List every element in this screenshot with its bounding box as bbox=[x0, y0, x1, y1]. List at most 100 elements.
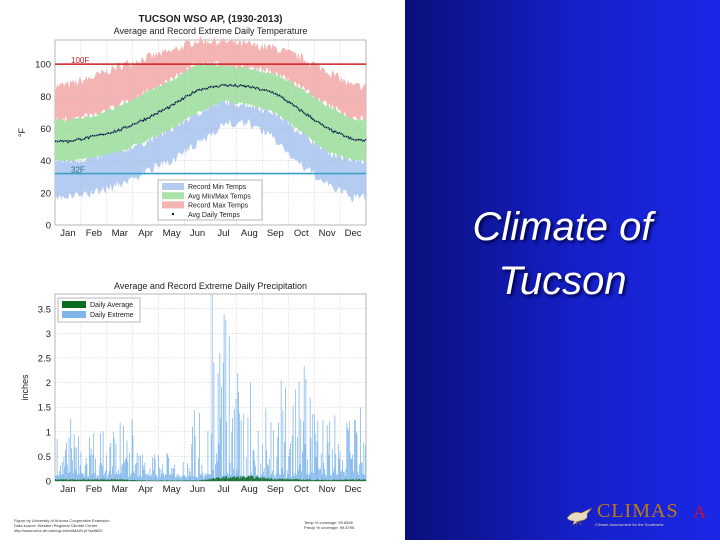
precip-average-bar bbox=[75, 479, 76, 481]
precip-legend-label: Daily Average bbox=[90, 302, 133, 309]
precip-average-bar bbox=[336, 480, 337, 481]
precip-average-bar bbox=[122, 479, 123, 481]
precip-xtick-label: Jan bbox=[60, 484, 75, 495]
precip-extreme-bar bbox=[342, 460, 343, 481]
precip-extreme-bar bbox=[131, 473, 132, 481]
precip-extreme-bar bbox=[164, 476, 165, 481]
precip-average-bar bbox=[67, 480, 68, 481]
precip-extreme-bar bbox=[133, 471, 134, 481]
precip-average-bar bbox=[331, 480, 332, 481]
precip-ytick-label: 2.5 bbox=[38, 353, 51, 364]
precip-average-bar bbox=[81, 480, 82, 481]
precip-extreme-bar bbox=[344, 471, 345, 481]
precip-average-bar bbox=[289, 479, 290, 481]
precip-extreme-bar bbox=[144, 462, 145, 481]
precip-average-bar bbox=[267, 478, 268, 481]
precip-average-bar bbox=[123, 479, 124, 481]
precip-extreme-bar bbox=[224, 314, 225, 481]
precip-average-bar bbox=[102, 480, 103, 481]
precip-ytick-label: 2 bbox=[46, 378, 51, 389]
precip-extreme-bar bbox=[133, 435, 134, 481]
precip-average-bar bbox=[104, 479, 105, 481]
precip-extreme-bar bbox=[75, 448, 76, 481]
precip-extreme-bar bbox=[341, 470, 342, 481]
precip-extreme-bar bbox=[250, 382, 251, 481]
precip-extreme-bar bbox=[142, 455, 143, 481]
precip-average-bar bbox=[220, 479, 221, 481]
precip-average-bar bbox=[160, 480, 161, 481]
precip-average-bar bbox=[208, 480, 209, 481]
precip-extreme-bar bbox=[95, 459, 96, 481]
precip-extreme-bar bbox=[155, 459, 156, 481]
precip-extreme-bar bbox=[86, 458, 87, 481]
precip-average-bar bbox=[242, 476, 243, 481]
precip-xtick-label: Sep bbox=[267, 484, 284, 495]
precip-extreme-bar bbox=[359, 465, 360, 481]
precip-average-bar bbox=[227, 478, 228, 481]
precip-average-bar bbox=[328, 480, 329, 481]
temp-legend-label: Record Min Temps bbox=[188, 184, 247, 191]
precip-average-bar bbox=[290, 479, 291, 481]
precip-average-bar bbox=[131, 480, 132, 481]
precip-average-bar bbox=[338, 480, 339, 481]
precip-extreme-bar bbox=[254, 450, 255, 481]
precip-average-bar bbox=[112, 479, 113, 481]
precip-extreme-bar bbox=[297, 437, 298, 481]
precip-extreme-bar bbox=[103, 431, 104, 481]
precip-average-bar bbox=[248, 476, 249, 481]
precip-extreme-bar bbox=[116, 444, 117, 481]
precip-average-bar bbox=[73, 480, 74, 481]
precip-average-bar bbox=[264, 477, 265, 481]
precip-average-bar bbox=[64, 480, 65, 481]
temp-legend-swatch bbox=[162, 192, 184, 199]
precip-legend-swatch bbox=[62, 311, 86, 318]
precip-ytick-label: 3.5 bbox=[38, 304, 51, 315]
precip-average-bar bbox=[293, 479, 294, 481]
precip-average-bar bbox=[288, 479, 289, 481]
precip-average-bar bbox=[134, 480, 135, 481]
precip-average-bar bbox=[132, 480, 133, 481]
precip-average-bar bbox=[61, 479, 62, 481]
precip-average-bar bbox=[97, 480, 98, 481]
precip-average-bar bbox=[178, 480, 179, 481]
precip-average-bar bbox=[58, 479, 59, 481]
precip-average-bar bbox=[320, 480, 321, 481]
precip-average-bar bbox=[334, 480, 335, 482]
precip-average-bar bbox=[311, 480, 312, 481]
precip-average-bar bbox=[149, 480, 150, 481]
precip-average-bar bbox=[109, 480, 110, 481]
precip-average-bar bbox=[110, 479, 111, 481]
precip-average-bar bbox=[222, 478, 223, 481]
precip-extreme-bar bbox=[306, 379, 307, 481]
temp-xtick-label: Mar bbox=[112, 228, 128, 239]
precip-average-bar bbox=[62, 479, 63, 481]
precip-average-bar bbox=[363, 479, 364, 481]
precip-average-bar bbox=[59, 480, 60, 481]
precip-average-bar bbox=[278, 479, 279, 481]
precip-extreme-bar bbox=[187, 463, 188, 481]
precip-extreme-bar bbox=[172, 475, 173, 481]
precip-average-bar bbox=[69, 480, 70, 481]
precip-average-bar bbox=[360, 480, 361, 481]
precip-extreme-bar bbox=[363, 442, 364, 481]
precip-average-bar bbox=[207, 480, 208, 481]
precip-extreme-bar bbox=[178, 475, 179, 481]
precip-average-bar bbox=[84, 479, 85, 481]
precip-extreme-bar bbox=[232, 418, 233, 481]
precip-average-bar bbox=[129, 480, 130, 481]
precip-average-bar bbox=[307, 480, 308, 481]
precip-extreme-bar bbox=[137, 453, 138, 481]
precip-average-bar bbox=[116, 480, 117, 481]
precip-extreme-bar bbox=[113, 432, 114, 481]
precip-extreme-bar bbox=[152, 458, 153, 481]
precip-average-bar bbox=[79, 480, 80, 481]
precip-average-bar bbox=[138, 480, 139, 481]
precip-extreme-bar bbox=[129, 453, 130, 481]
precip-extreme-bar bbox=[301, 472, 302, 481]
precip-average-bar bbox=[275, 479, 276, 481]
precip-extreme-bar bbox=[303, 421, 304, 481]
precip-extreme-bar bbox=[212, 294, 213, 481]
precip-extreme-bar bbox=[213, 362, 214, 481]
